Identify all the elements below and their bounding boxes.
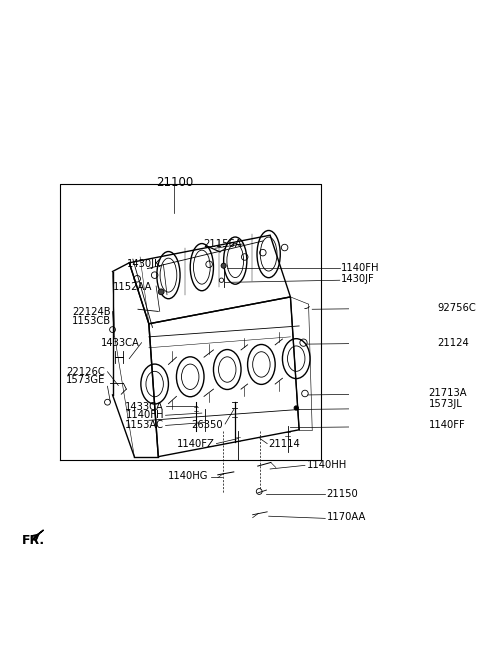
Text: 1153AC: 1153AC — [125, 420, 164, 430]
Text: 1433CA: 1433CA — [101, 338, 140, 348]
Text: 1433CA: 1433CA — [125, 401, 164, 411]
Text: 21156A: 21156A — [203, 239, 242, 249]
Text: 21100: 21100 — [156, 177, 193, 189]
Text: 1140FH: 1140FH — [341, 263, 380, 273]
Text: 1573GE: 1573GE — [66, 375, 105, 386]
Text: 1430JF: 1430JF — [341, 274, 375, 284]
Text: 22124B: 22124B — [72, 307, 111, 317]
Text: 1140FZ: 1140FZ — [177, 439, 215, 449]
Text: 21713A: 21713A — [428, 388, 467, 399]
Text: 1140HH: 1140HH — [306, 461, 347, 470]
Text: 1573JL: 1573JL — [428, 399, 462, 409]
Circle shape — [294, 406, 299, 410]
Text: 92756C: 92756C — [437, 303, 476, 313]
Text: 21114: 21114 — [269, 439, 300, 449]
Text: 22126C: 22126C — [67, 367, 105, 376]
Circle shape — [221, 263, 226, 268]
Circle shape — [158, 289, 164, 295]
Polygon shape — [34, 530, 44, 539]
Text: 21150: 21150 — [327, 489, 359, 499]
Text: 1153CB: 1153CB — [72, 316, 111, 326]
Text: 1430JK: 1430JK — [127, 260, 161, 269]
Text: 26350: 26350 — [191, 420, 223, 430]
Text: 1170AA: 1170AA — [327, 512, 366, 522]
Text: 1152AA: 1152AA — [113, 283, 153, 292]
Text: 1140FH: 1140FH — [126, 410, 164, 420]
Text: 1140HG: 1140HG — [168, 471, 208, 482]
Text: 1140FF: 1140FF — [428, 420, 465, 430]
Text: FR.: FR. — [22, 533, 45, 547]
Text: 21124: 21124 — [437, 338, 469, 348]
